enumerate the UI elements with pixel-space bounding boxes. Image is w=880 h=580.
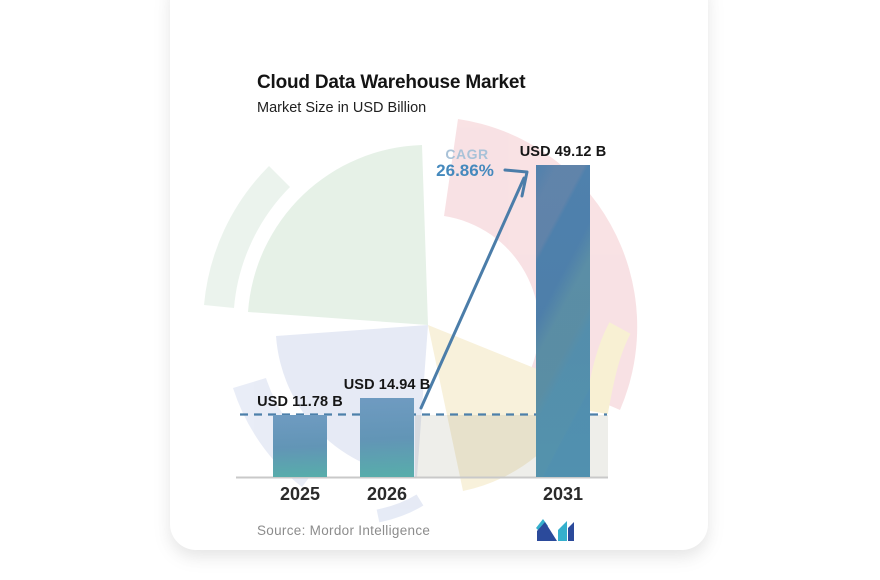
cagr-label: CAGR (445, 146, 489, 162)
logo-shape (558, 521, 567, 541)
year-label-2026: 2026 (366, 484, 408, 504)
value-label-2026: USD 14.94 B (343, 377, 431, 393)
mordor-intelligence-logo-icon (536, 519, 574, 541)
logo-shape (568, 522, 574, 541)
page-title: Cloud Data Warehouse Market (257, 72, 526, 93)
value-label-2025: USD 11.78 B (257, 394, 343, 410)
bar-2031 (536, 165, 590, 477)
year-label-2025: 2025 (279, 484, 321, 504)
value-label-2031: USD 49.12 B (519, 144, 607, 160)
cagr-value: 26.86% (436, 161, 494, 180)
logo-shape (537, 522, 557, 541)
bar-2025 (273, 415, 327, 477)
source-text: Source: Mordor Intelligence (257, 523, 431, 538)
year-label-2031: 2031 (542, 484, 584, 504)
page-subtitle: Market Size in USD Billion (257, 100, 427, 116)
